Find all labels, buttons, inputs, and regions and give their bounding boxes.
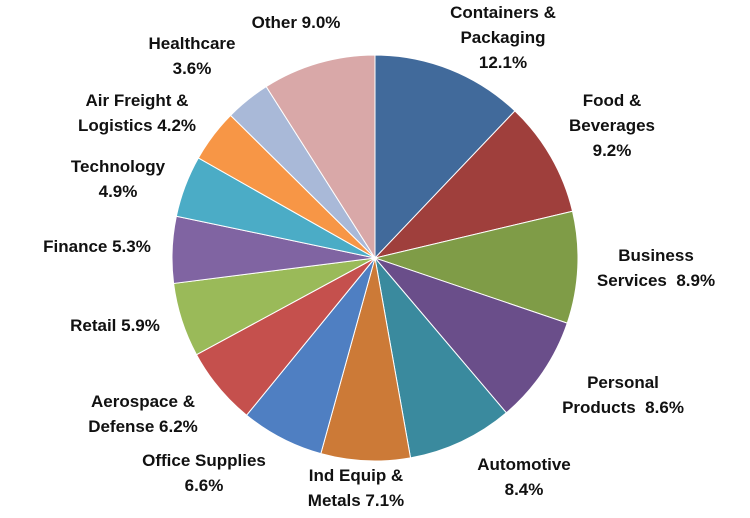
- pie-labels: Containers & Packaging 12.1% Food & Beverage…: [43, 3, 715, 510]
- slice-label-line: Defense 6.2%: [88, 417, 198, 436]
- slice-label-line: 8.4%: [505, 480, 544, 499]
- pie-slice-personal-products: [373, 256, 568, 414]
- slice-label-line: Logistics 4.2%: [78, 116, 196, 135]
- slice-label-line: Products 8.6%: [562, 398, 684, 417]
- slice-label-finance: Finance 5.3%: [43, 237, 151, 256]
- slice-label-line: Aerospace &: [91, 392, 195, 411]
- pie-slice-business-services: [373, 210, 579, 324]
- pie-slices: [171, 54, 579, 462]
- slice-label-line: Automotive: [477, 455, 571, 474]
- slice-label-line: Beverages: [569, 116, 655, 135]
- slice-label-air-freight-and-logistics: Air Freight & Logistics 4.2%: [78, 91, 196, 135]
- pie-slice-other: [265, 54, 376, 260]
- slice-label-line: Services 8.9%: [597, 271, 715, 290]
- slice-label-line: Finance 5.3%: [43, 237, 151, 256]
- slice-label-line: 6.6%: [185, 476, 224, 495]
- slice-label-line: Office Supplies: [142, 451, 266, 470]
- slice-label-aerospace-and-defense: Aerospace & Defense 6.2%: [88, 392, 198, 436]
- slice-label-retail: Retail 5.9%: [70, 316, 160, 335]
- slice-label-other: Other 9.0%: [252, 13, 341, 32]
- slice-label-line: Packaging: [460, 28, 545, 47]
- slice-label-line: Containers &: [450, 3, 556, 22]
- slice-label-healthcare: Healthcare 3.6%: [149, 34, 236, 78]
- slice-label-line: Air Freight &: [86, 91, 189, 110]
- slice-label-line: 3.6%: [173, 59, 212, 78]
- slice-label-line: Metals 7.1%: [308, 491, 404, 510]
- slice-label-personal-products: Personal Products 8.6%: [562, 373, 684, 417]
- slice-label-line: 9.2%: [593, 141, 632, 160]
- slice-label-line: 12.1%: [479, 53, 527, 72]
- slice-label-line: Business: [618, 246, 694, 265]
- slice-label-food-and-beverages: Food & Beverages 9.2%: [569, 91, 655, 160]
- slice-label-line: Retail 5.9%: [70, 316, 160, 335]
- slice-label-ind-equip-and-metals: Ind Equip & Metals 7.1%: [308, 466, 404, 510]
- slice-label-office-supplies: Office Supplies 6.6%: [142, 451, 266, 495]
- slice-label-line: 4.9%: [99, 182, 138, 201]
- slice-label-line: Food &: [583, 91, 642, 110]
- slice-label-line: Ind Equip &: [309, 466, 403, 485]
- slice-label-line: Healthcare: [149, 34, 236, 53]
- slice-label-automotive: Automotive 8.4%: [477, 455, 571, 499]
- slice-label-containers-and-packaging: Containers & Packaging 12.1%: [450, 3, 556, 72]
- slice-label-line: Personal: [587, 373, 659, 392]
- slice-label-business-services: Business Services 8.9%: [597, 246, 715, 290]
- slice-label-technology: Technology 4.9%: [71, 157, 166, 201]
- slice-label-line: Technology: [71, 157, 166, 176]
- pie-slice-containers-and-packaging: [374, 54, 516, 260]
- slice-label-line: Other 9.0%: [252, 13, 341, 32]
- pie-slice-food-and-beverages: [373, 110, 574, 259]
- pie-slice-automotive: [374, 256, 508, 459]
